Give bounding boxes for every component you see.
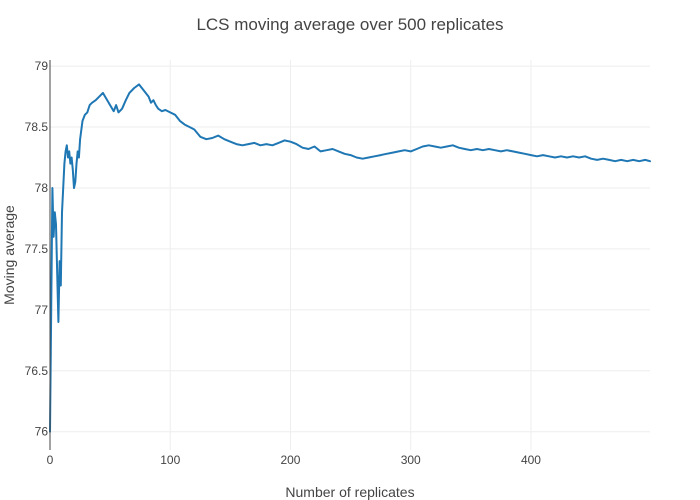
- series-layer: [49, 83, 651, 433]
- y-tick-label: 76.5: [25, 364, 49, 378]
- y-tick-label: 78.5: [25, 120, 49, 134]
- chart-title: LCS moving average over 500 replicates: [196, 15, 503, 34]
- x-tick-label: 100: [160, 453, 180, 467]
- x-tick-label: 300: [401, 453, 421, 467]
- y-tick-label: 76: [35, 425, 49, 439]
- y-tick-label: 78: [35, 181, 49, 195]
- series-line: [49, 83, 651, 433]
- x-tick-label: 400: [521, 453, 541, 467]
- y-axis-title: Moving average: [1, 205, 17, 305]
- x-axis-title: Number of replicates: [285, 484, 414, 500]
- y-tick-label: 79: [35, 59, 49, 73]
- x-tick-label: 0: [47, 453, 54, 467]
- y-tick-label: 77: [35, 303, 49, 317]
- x-tick-label: 200: [280, 453, 300, 467]
- y-tick-label: 77.5: [25, 242, 49, 256]
- grid: [50, 60, 650, 450]
- tick-labels: 0 100 200 300 400 76 76.5 77 77.5 78 78.5 79: [25, 59, 542, 467]
